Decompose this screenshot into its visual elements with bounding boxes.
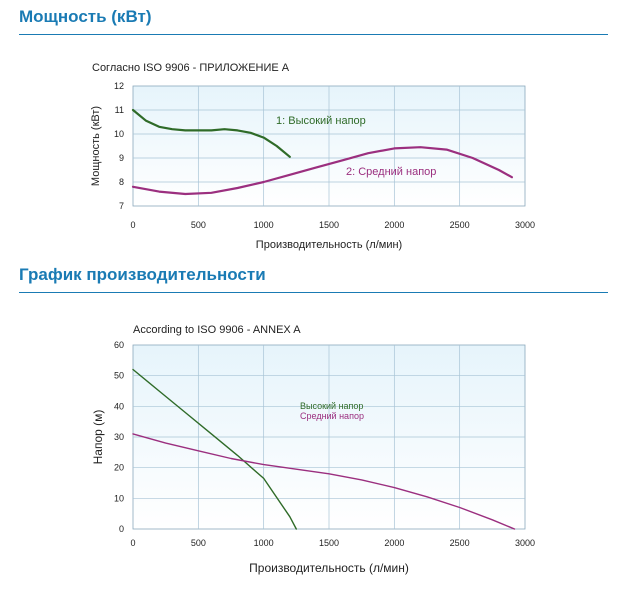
head-x-axis-label: Производительность (л/мин): [249, 561, 409, 575]
y-tick-label: 7: [119, 201, 124, 211]
power-series: [131, 108, 513, 196]
high-head-curve: [132, 368, 297, 530]
y-tick-label: 9: [119, 153, 124, 163]
power-grid: [133, 86, 525, 206]
y-tick-label: 20: [114, 463, 124, 473]
y-tick-label: 50: [114, 371, 124, 381]
y-tick-label: 10: [114, 129, 124, 139]
y-tick-label: 60: [114, 340, 124, 350]
power-chart: Согласно ISO 9906 - ПРИЛОЖЕНИЕ А 0 500 100…: [90, 62, 535, 251]
y-tick-label: 12: [114, 81, 124, 91]
power-section-title: Мощность (кВт): [19, 7, 152, 26]
y-tick-label: 30: [114, 432, 124, 442]
x-tick-label: 0: [130, 538, 135, 548]
head-chart: According to ISO 9906 - ANNEX A 0 500 1000…: [91, 324, 535, 575]
y-tick-label: 11: [115, 105, 124, 115]
x-tick-label: 0: [130, 220, 135, 230]
x-tick-label: 1000: [254, 538, 274, 548]
head-y-axis-label: Напор (м): [91, 410, 105, 465]
power-y-axis-label: Мощность (кВт): [90, 106, 102, 186]
x-tick-label: 3000: [515, 538, 535, 548]
medium-head-label: 2: Средний напор: [346, 166, 436, 178]
performance-section-divider: [19, 292, 608, 293]
power-chart-title: Согласно ISO 9906 - ПРИЛОЖЕНИЕ А: [92, 62, 290, 74]
head-x-ticks: 0 500 1000 1500 2000 2500 3000: [130, 538, 535, 548]
y-tick-label: 40: [114, 401, 124, 411]
x-tick-label: 2000: [384, 220, 404, 230]
legend-high-head: Высокий напор: [300, 401, 363, 411]
x-tick-label: 3000: [515, 220, 535, 230]
x-tick-label: 1000: [254, 220, 274, 230]
head-y-ticks: 0 10 20 30 40 50 60: [114, 340, 124, 534]
x-tick-label: 2500: [450, 538, 470, 548]
high-head-curve: [131, 108, 291, 158]
medium-head-curve: [132, 433, 516, 530]
x-tick-label: 2000: [384, 538, 404, 548]
medium-head-curve: [131, 146, 513, 196]
high-head-label: 1: Высокий напор: [276, 115, 366, 127]
x-tick-label: 1500: [319, 538, 339, 548]
power-x-ticks: 0 500 1000 1500 2000 2500 3000: [130, 220, 535, 230]
power-x-axis-label: Производительность (л/мин): [256, 239, 402, 251]
x-tick-label: 2500: [450, 220, 470, 230]
y-tick-label: 8: [119, 177, 124, 187]
legend-medium-head: Средний напор: [300, 411, 364, 421]
power-y-ticks: 7 8 9 10 11 12: [114, 81, 124, 211]
x-tick-label: 1500: [319, 220, 339, 230]
head-series: [132, 368, 516, 530]
y-tick-label: 10: [114, 493, 124, 503]
x-tick-label: 500: [191, 538, 206, 548]
head-grid: [133, 345, 525, 529]
y-tick-label: 0: [119, 524, 124, 534]
power-section-divider: [19, 34, 608, 35]
performance-section-title: График производительности: [19, 265, 266, 284]
head-chart-title: According to ISO 9906 - ANNEX A: [133, 324, 301, 336]
x-tick-label: 500: [191, 220, 206, 230]
